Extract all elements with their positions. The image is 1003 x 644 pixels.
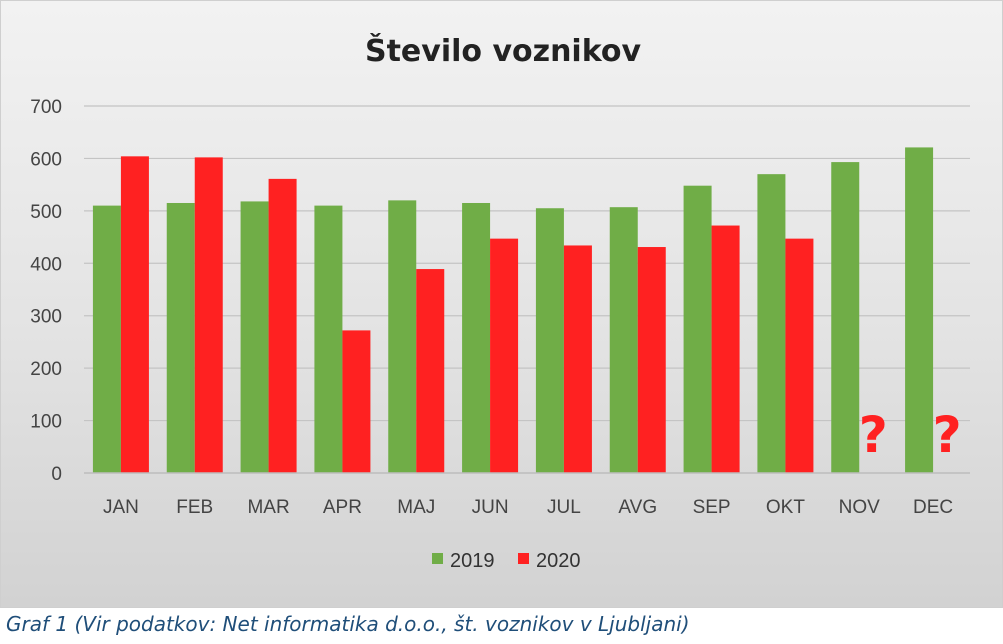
- annotation-question-mark: ?: [933, 406, 962, 464]
- x-tick-label: MAR: [247, 497, 289, 518]
- x-tick-label: JUL: [547, 497, 581, 518]
- x-tick-label: SEP: [693, 497, 731, 518]
- bar-2020-jan: [120, 156, 149, 473]
- annotation-question-mark: ?: [859, 406, 888, 464]
- x-tick-label: JUN: [472, 497, 509, 518]
- legend-label-2020: 2020: [536, 550, 581, 572]
- bar-2019-avg: [609, 207, 638, 474]
- legend-swatch-2019: [432, 553, 443, 564]
- bar-2020-mar: [268, 178, 297, 473]
- x-tick-label: OKT: [766, 497, 805, 518]
- axes: 0 100 200 300 400 500 600 700 JAN FEB MAR APR MAJ JUN…: [30, 97, 970, 518]
- chart-title: Število voznikov: [365, 32, 641, 69]
- y-tick-label: 600: [30, 149, 62, 170]
- x-tick-label: AVG: [618, 497, 657, 518]
- bar-2019-jun: [462, 202, 491, 473]
- y-tick-label: 700: [30, 97, 62, 118]
- legend: 2019 2020: [432, 550, 581, 572]
- bar-2019-maj: [388, 200, 417, 473]
- y-tick-label: 400: [30, 254, 62, 275]
- bar-2019-jan: [92, 205, 121, 473]
- bar-2020-sep: [711, 225, 740, 473]
- legend-swatch-2020: [518, 553, 529, 564]
- bar-2020-feb: [194, 157, 223, 473]
- figure-caption: Graf 1 (Vir podatkov: Net informatika d.…: [6, 612, 690, 636]
- bar-2019-sep: [683, 185, 712, 474]
- bar-2019-apr: [314, 205, 343, 473]
- bar-2020-apr: [342, 330, 371, 473]
- legend-label-2019: 2019: [450, 550, 495, 572]
- x-tick-label: DEC: [913, 497, 953, 518]
- bar-2020-jun: [490, 238, 519, 473]
- bar-2019-feb: [166, 202, 195, 473]
- y-tick-label: 200: [30, 359, 62, 380]
- x-tick-label: NOV: [839, 497, 881, 518]
- bar-2020-maj: [416, 269, 445, 473]
- bar-2019-jul: [535, 208, 564, 473]
- bars: ??: [92, 147, 962, 474]
- bar-2019-okt: [757, 174, 786, 473]
- bar-2019-mar: [240, 201, 269, 474]
- x-tick-label: APR: [323, 497, 362, 518]
- y-tick-label: 500: [30, 202, 62, 223]
- bar-2020-okt: [785, 238, 814, 473]
- y-tick-label: 300: [30, 307, 62, 328]
- bar-2019-nov: [831, 162, 860, 473]
- x-tick-label: FEB: [176, 497, 213, 518]
- x-tick-label: JAN: [103, 497, 139, 518]
- bar-2020-jul: [563, 245, 592, 473]
- gridlines: [84, 105, 970, 422]
- bar-2019-dec: [905, 147, 934, 473]
- bar-2020-avg: [637, 247, 666, 473]
- x-tick-label: MAJ: [397, 497, 435, 518]
- bar-chart: Število voznikov ?? 0 100 200 300 400 500 600 7…: [30, 32, 970, 572]
- y-tick-label: 100: [30, 412, 62, 433]
- y-tick-label: 0: [51, 464, 62, 485]
